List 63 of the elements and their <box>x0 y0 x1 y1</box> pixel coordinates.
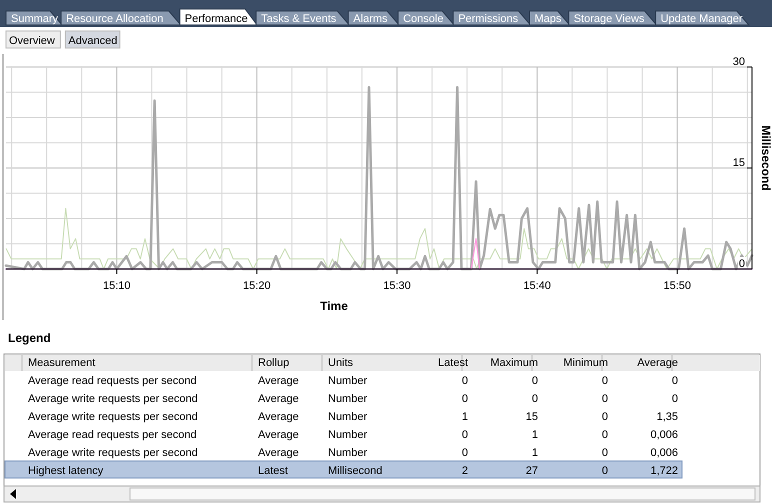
text: Overview <box>9 35 55 47</box>
text: Average <box>258 411 299 423</box>
text: 1,35 <box>656 411 678 423</box>
x-tick-label: 15:50 <box>663 280 692 292</box>
text: Average <box>258 447 299 459</box>
text: 0 <box>602 429 608 441</box>
text: 0 <box>532 375 538 387</box>
text: 0 <box>462 447 468 459</box>
text: Average write requests per second <box>28 447 198 459</box>
text: Average <box>258 375 299 387</box>
text: 0 <box>602 465 608 477</box>
text: 1 <box>532 447 538 459</box>
text: 0 <box>602 411 608 423</box>
text: Millisecond <box>328 465 382 477</box>
y-tick-label: 0 <box>738 258 745 270</box>
tab-bar: Summary Resource Allocation Performance Tasks & Events Alarms Console Permissions Maps Storage Views Update Manager <box>0 0 772 27</box>
text: Legend <box>8 331 51 345</box>
text: Number <box>328 429 368 441</box>
text: 0 <box>462 393 468 405</box>
text: Average <box>258 429 299 441</box>
text: 0 <box>602 447 608 459</box>
text: Minimum <box>563 357 608 369</box>
text: Latest <box>438 357 468 369</box>
text: 1 <box>532 429 538 441</box>
text: 2 <box>462 465 468 477</box>
text: 0 <box>532 393 538 405</box>
x-tick-label: 15:40 <box>523 280 551 292</box>
x-tick-label: 15:10 <box>102 280 131 292</box>
text: Average read requests per second <box>28 429 197 441</box>
text: Maximum <box>490 357 538 369</box>
text: 15 <box>526 411 538 423</box>
text: Rollup <box>258 357 290 369</box>
text: Average read requests per second <box>28 375 197 387</box>
text: Average write requests per second <box>28 393 198 405</box>
text: 0 <box>602 375 608 387</box>
x-tick-label: 15:20 <box>243 280 271 292</box>
text: 0 <box>602 393 608 405</box>
text: Latest <box>258 465 288 477</box>
text: 27 <box>526 465 538 477</box>
y-axis-title: Millisecond <box>759 125 772 191</box>
text: 0 <box>672 393 678 405</box>
y-tick-label: 30 <box>732 56 745 68</box>
text: 0 <box>462 429 468 441</box>
text: Measurement <box>28 357 96 369</box>
text: Units <box>328 357 354 369</box>
x-tick-label: 15:30 <box>383 280 411 292</box>
text: Number <box>328 375 368 387</box>
text: Highest latency <box>28 465 104 477</box>
text: 0 <box>672 375 678 387</box>
text: Number <box>328 393 368 405</box>
y-tick-label: 15 <box>732 157 745 169</box>
text: Advanced <box>68 35 118 47</box>
text: Number <box>328 447 368 459</box>
text: 1 <box>462 411 468 423</box>
text: 1,722 <box>650 465 678 477</box>
text: Average <box>258 393 299 405</box>
x-axis-title: Time <box>320 299 348 313</box>
text: 0,006 <box>650 447 678 459</box>
text: Average <box>637 357 678 369</box>
text: Number <box>328 411 368 423</box>
text: 0,006 <box>650 429 678 441</box>
text: 0 <box>462 375 468 387</box>
text: Average write requests per second <box>28 411 198 423</box>
